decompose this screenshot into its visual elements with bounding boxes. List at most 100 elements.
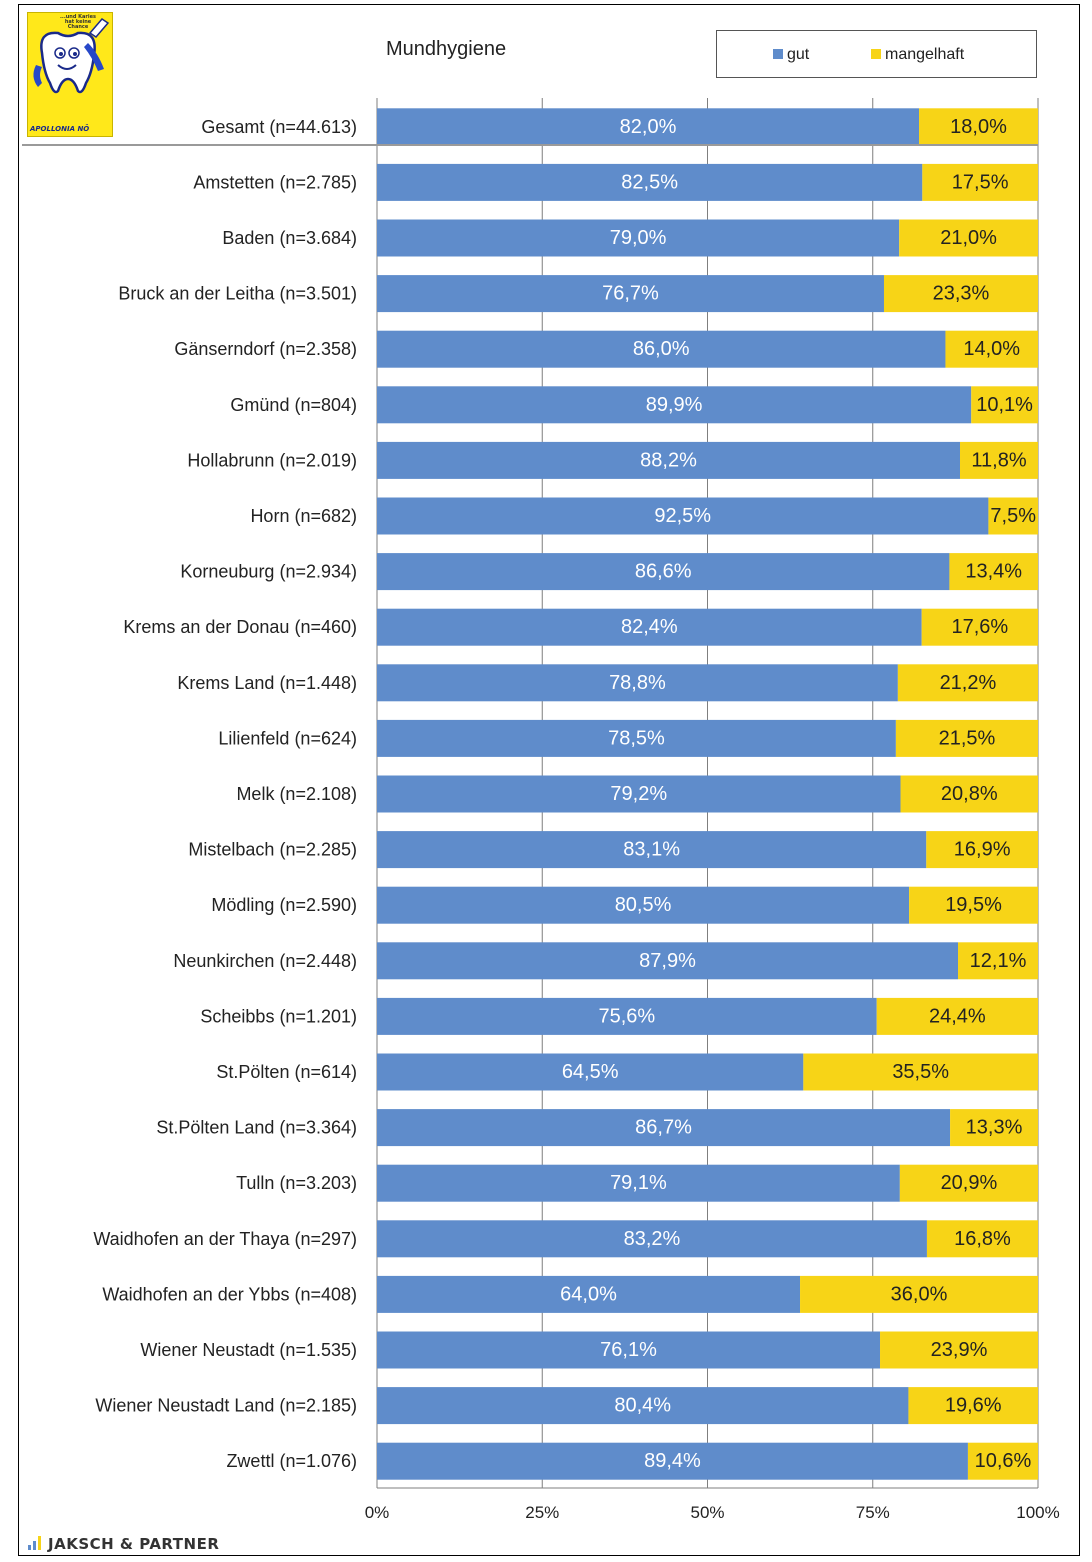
data-label-gut: 78,5% bbox=[608, 727, 665, 749]
category-label: St.Pölten Land (n=3.364) bbox=[156, 1118, 357, 1138]
category-label: Gesamt (n=44.613) bbox=[201, 117, 357, 137]
bar-gut bbox=[377, 1220, 927, 1258]
bar-gut bbox=[377, 886, 910, 924]
data-label-mangelhaft: 11,8% bbox=[971, 449, 1026, 471]
data-label-mangelhaft: 7,5% bbox=[990, 505, 1036, 527]
category-label: Waidhofen an der Thaya (n=297) bbox=[93, 1229, 357, 1249]
bar-gut bbox=[377, 1053, 804, 1091]
category-label: Melk (n=2.108) bbox=[236, 784, 357, 804]
data-label-gut: 92,5% bbox=[654, 505, 711, 527]
bar-mangelhaft bbox=[897, 664, 1038, 702]
chart-legend: gut mangelhaft bbox=[716, 30, 1037, 78]
category-label: Scheibbs (n=1.201) bbox=[200, 1006, 357, 1026]
bar-mangelhaft bbox=[899, 1164, 1038, 1202]
legend-item-gut: gut bbox=[773, 46, 809, 64]
data-label-gut: 64,0% bbox=[560, 1283, 617, 1305]
bar-gut bbox=[377, 942, 959, 980]
category-label: Zwettl (n=1.076) bbox=[226, 1451, 357, 1471]
apollonia-logo: ...und Karies hat keine Chance APOLLONIA… bbox=[27, 12, 113, 137]
data-label-gut: 89,9% bbox=[646, 394, 703, 416]
jaksch-partner-brand: JAKSCH & PARTNER bbox=[28, 1535, 219, 1553]
bar-mangelhaft bbox=[926, 831, 1038, 869]
bar-logo-icon bbox=[28, 1536, 41, 1550]
bar-mangelhaft bbox=[958, 942, 1038, 980]
bar-gut bbox=[377, 719, 896, 757]
x-tick-label: 75% bbox=[856, 1503, 890, 1522]
x-tick-label: 50% bbox=[690, 1503, 724, 1522]
bar-gut bbox=[377, 1164, 900, 1202]
data-label-gut: 86,6% bbox=[635, 561, 692, 583]
data-label-mangelhaft: 24,4% bbox=[929, 1005, 986, 1027]
data-label-gut: 88,2% bbox=[640, 449, 697, 471]
data-label-mangelhaft: 13,4% bbox=[965, 561, 1022, 583]
bar-mangelhaft bbox=[960, 441, 1038, 479]
category-label: Wiener Neustadt Land (n=2.185) bbox=[95, 1396, 357, 1416]
bar-gut bbox=[377, 664, 898, 702]
data-label-gut: 79,2% bbox=[610, 783, 667, 805]
bar-gut bbox=[377, 275, 884, 313]
data-label-mangelhaft: 35,5% bbox=[892, 1061, 949, 1083]
bar-gut bbox=[377, 608, 922, 646]
data-label-mangelhaft: 12,1% bbox=[970, 950, 1027, 972]
data-label-mangelhaft: 13,3% bbox=[966, 1117, 1023, 1139]
data-label-mangelhaft: 20,8% bbox=[941, 783, 998, 805]
bar-mangelhaft bbox=[945, 330, 1038, 368]
bar-gut bbox=[377, 831, 927, 869]
data-label-gut: 82,5% bbox=[621, 171, 678, 193]
legend-label-gut: gut bbox=[787, 46, 810, 63]
bar-gut bbox=[377, 386, 972, 424]
bar-mangelhaft bbox=[971, 386, 1038, 424]
data-label-mangelhaft: 20,9% bbox=[941, 1172, 998, 1194]
bar-mangelhaft bbox=[895, 719, 1038, 757]
bar-gut bbox=[377, 108, 920, 146]
category-label: Lilienfeld (n=624) bbox=[218, 728, 357, 748]
category-label: Neunkirchen (n=2.448) bbox=[173, 951, 357, 971]
category-label: Tulln (n=3.203) bbox=[236, 1173, 357, 1193]
bar-mangelhaft bbox=[949, 553, 1038, 591]
bar-mangelhaft bbox=[803, 1053, 1038, 1091]
bar-gut bbox=[377, 1109, 951, 1147]
bar-gut bbox=[377, 553, 950, 591]
data-label-mangelhaft: 21,0% bbox=[940, 227, 997, 249]
bar-mangelhaft bbox=[919, 108, 1038, 146]
data-label-gut: 79,1% bbox=[610, 1172, 667, 1194]
data-label-mangelhaft: 18,0% bbox=[950, 116, 1007, 138]
data-label-mangelhaft: 14,0% bbox=[963, 338, 1020, 360]
category-label: Baden (n=3.684) bbox=[222, 228, 357, 248]
category-label: Krems an der Donau (n=460) bbox=[123, 617, 357, 637]
bar-mangelhaft bbox=[988, 497, 1038, 535]
bar-gut bbox=[377, 997, 877, 1035]
data-label-gut: 82,4% bbox=[621, 616, 678, 638]
legend-item-mangelhaft: mangelhaft bbox=[871, 46, 964, 64]
category-label: Wiener Neustadt (n=1.535) bbox=[140, 1340, 357, 1360]
bar-mangelhaft bbox=[883, 275, 1038, 313]
data-label-mangelhaft: 23,3% bbox=[933, 283, 990, 305]
bar-gut bbox=[377, 441, 961, 479]
data-label-gut: 86,7% bbox=[635, 1117, 692, 1139]
legend-swatch-mangelhaft bbox=[871, 49, 881, 59]
tooth-mascot-icon bbox=[33, 18, 110, 94]
logo-slogan: ...und Karies hat keine Chance bbox=[60, 14, 96, 30]
category-label: Gmünd (n=804) bbox=[230, 395, 357, 415]
bar-mangelhaft bbox=[880, 1331, 1038, 1369]
category-label: Bruck an der Leitha (n=3.501) bbox=[118, 284, 357, 304]
data-label-gut: 79,0% bbox=[610, 227, 667, 249]
bar-mangelhaft bbox=[950, 1109, 1038, 1147]
bar-gut bbox=[377, 1275, 801, 1313]
data-label-gut: 87,9% bbox=[639, 950, 696, 972]
data-label-mangelhaft: 19,5% bbox=[945, 894, 1002, 916]
data-label-mangelhaft: 23,9% bbox=[931, 1339, 988, 1361]
data-label-gut: 75,6% bbox=[598, 1005, 655, 1027]
data-label-mangelhaft: 17,5% bbox=[952, 171, 1009, 193]
data-label-gut: 83,2% bbox=[624, 1228, 681, 1250]
category-label: Waidhofen an der Ybbs (n=408) bbox=[102, 1284, 357, 1304]
x-tick-label: 0% bbox=[365, 1503, 390, 1522]
legend-label-mangelhaft: mangelhaft bbox=[885, 46, 965, 63]
data-label-gut: 86,0% bbox=[633, 338, 690, 360]
bar-mangelhaft bbox=[800, 1275, 1038, 1313]
x-tick-label: 25% bbox=[525, 1503, 559, 1522]
bar-mangelhaft bbox=[967, 1442, 1038, 1480]
category-label: Amstetten (n=2.785) bbox=[193, 172, 357, 192]
data-label-gut: 80,5% bbox=[615, 894, 672, 916]
chart-title: Mundhygiene bbox=[386, 38, 507, 60]
